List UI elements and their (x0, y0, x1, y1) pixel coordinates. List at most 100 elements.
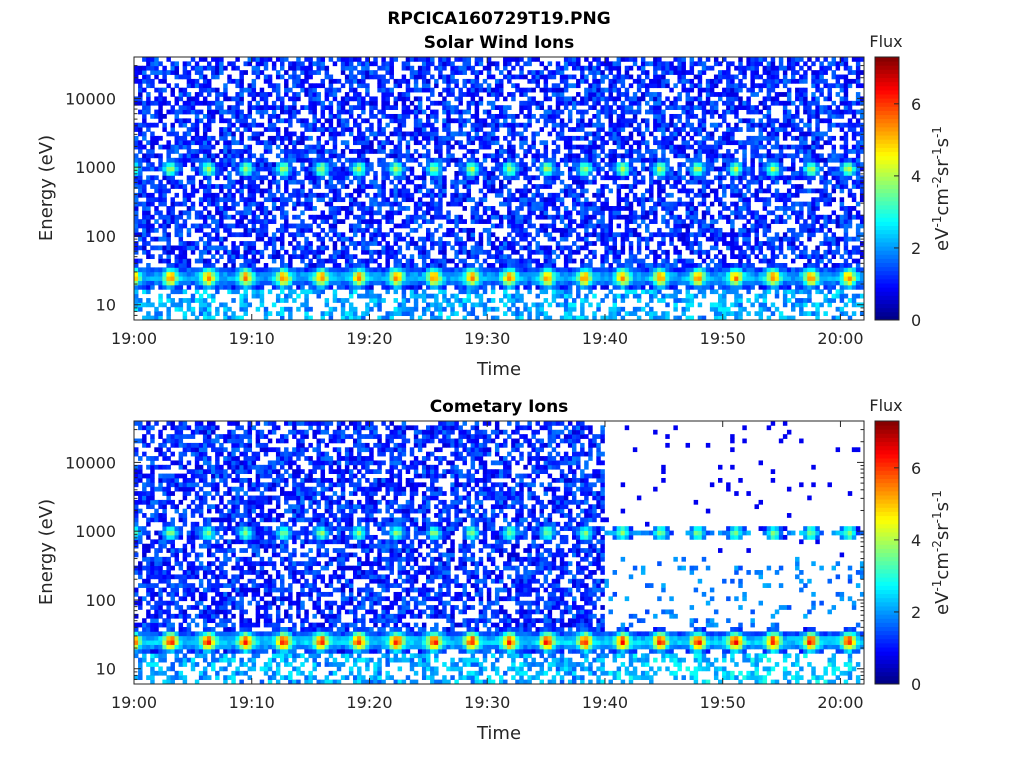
spectrogram-cell (202, 197, 208, 203)
spectrogram-cell (535, 118, 540, 124)
spectrogram-cell (527, 70, 532, 75)
spectrogram-cell (624, 92, 630, 97)
spectrogram-cell (340, 118, 346, 124)
spectrogram-cell (405, 280, 411, 286)
spectrogram-cell (150, 245, 155, 251)
spectrogram-cell (616, 210, 622, 216)
spectrogram-cell (207, 293, 212, 299)
spectrogram-cell (636, 83, 642, 89)
spectrogram-cell (255, 276, 261, 281)
spectrogram-cell (649, 280, 654, 286)
spectrogram-cell (434, 210, 439, 216)
spectrogram-cell (458, 127, 463, 132)
spectrogram-cell (596, 219, 601, 224)
spectrogram-cell (186, 96, 192, 102)
spectrogram-cell (381, 280, 386, 286)
spectrogram-cell (292, 175, 297, 181)
spectrogram-cell (296, 280, 301, 286)
spectrogram-cell (401, 118, 407, 124)
spectrogram-cell (170, 276, 175, 281)
spectrogram-cell (166, 293, 171, 299)
spectrogram-cell (328, 87, 334, 93)
spectrogram-cell (426, 192, 431, 198)
spectrogram-cell (138, 219, 143, 224)
spectrogram-cell (535, 249, 540, 255)
spectrogram-cell (584, 236, 589, 242)
spectrogram-cell (466, 249, 472, 255)
spectrogram-cell (604, 249, 609, 255)
spectrogram-cell (198, 157, 204, 163)
spectrogram-cell (409, 153, 415, 159)
spectrogram-cell (421, 65, 427, 71)
spectrogram-cell (592, 271, 597, 277)
spectrogram-cell (523, 236, 528, 242)
spectrogram-cell (640, 96, 646, 102)
spectrogram-cell (381, 61, 386, 67)
spectrogram-cell (308, 206, 313, 211)
spectrogram-cell (450, 293, 455, 299)
spectrogram-cell (572, 302, 577, 308)
spectrogram-cell (462, 131, 467, 137)
spectrogram-cell (653, 311, 658, 317)
spectrogram-cell (312, 206, 317, 211)
spectrogram-cell (186, 227, 192, 233)
spectrogram-cell (507, 258, 512, 264)
spectrogram-cell (632, 289, 638, 295)
spectrogram-cell (389, 210, 394, 216)
spectrogram-cell (454, 263, 459, 268)
spectrogram-cell (186, 241, 192, 246)
spectrogram-cell (142, 206, 147, 211)
spectrogram-cell (551, 276, 557, 281)
spectrogram-cell (430, 293, 435, 299)
spectrogram-cell (596, 113, 601, 119)
spectrogram-cell (271, 122, 277, 128)
spectrogram-cell (576, 179, 581, 185)
spectrogram-cell (438, 153, 443, 159)
spectrogram-cell (292, 70, 297, 75)
spectrogram-cell (271, 249, 277, 255)
spectrogram-cell (138, 192, 143, 198)
spectrogram-cell (462, 267, 467, 273)
spectrogram-cell (259, 284, 265, 290)
spectrogram-cell (567, 258, 573, 264)
spectrogram-cell (170, 87, 175, 93)
spectrogram-cell (389, 315, 394, 321)
spectrogram-cell (239, 219, 244, 224)
spectrogram-cell (490, 245, 496, 251)
spectrogram-cell (174, 144, 180, 150)
spectrogram-cell (600, 105, 605, 110)
spectrogram-cell (645, 245, 650, 251)
spectrogram-cell (584, 188, 589, 194)
spectrogram-cell (150, 280, 155, 286)
spectrogram-cell (401, 267, 407, 273)
spectrogram-cell (442, 175, 447, 181)
spectrogram-cell (588, 276, 593, 281)
spectrogram-cell (304, 70, 309, 75)
spectrogram-cell (458, 192, 463, 198)
spectrogram-cell (207, 170, 212, 176)
spectrogram-cell (397, 192, 403, 198)
spectrogram-cell (284, 188, 289, 194)
spectrogram-cell (458, 118, 463, 124)
spectrogram-cell (357, 140, 362, 146)
spectrogram-cell (263, 78, 269, 84)
spectrogram-cell (243, 61, 248, 67)
spectrogram-cell (259, 192, 265, 198)
spectrogram-cell (389, 192, 394, 198)
spectrogram-cell (604, 232, 609, 238)
spectrogram-cell (409, 87, 415, 93)
spectrogram-cell (202, 122, 208, 128)
spectrogram-cell (348, 157, 354, 163)
spectrogram-cell (616, 113, 622, 119)
spectrogram-cell (219, 92, 224, 97)
spectrogram-cell (494, 153, 500, 159)
spectrogram-cell (361, 227, 366, 233)
spectrogram-cell (531, 135, 536, 141)
spectrogram-cell (616, 74, 622, 80)
spectrogram-cell (328, 311, 334, 317)
spectrogram-cell (365, 65, 370, 71)
spectrogram-cell (247, 184, 253, 189)
spectrogram-cell (478, 127, 484, 132)
spectrogram-cell (182, 258, 188, 264)
spectrogram-cell (280, 61, 285, 67)
